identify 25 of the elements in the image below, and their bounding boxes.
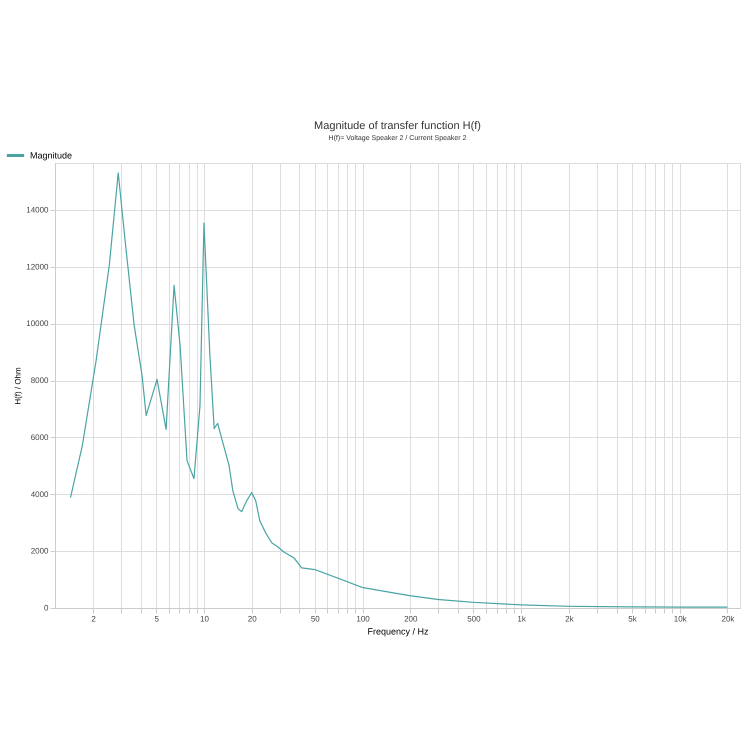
y-tick-label: 0 bbox=[44, 604, 50, 612]
y-tick-label: 6000 bbox=[30, 432, 50, 442]
x-tick-label: 1k bbox=[517, 614, 527, 624]
x-tick-label: 2k bbox=[565, 614, 575, 624]
y-tick-label: 8000 bbox=[30, 376, 50, 386]
legend-label: Magnitude bbox=[30, 150, 72, 160]
x-tick-label: 20 bbox=[248, 614, 258, 624]
x-tick-label: 10 bbox=[200, 614, 210, 624]
y-tick-label: 2000 bbox=[30, 546, 50, 556]
y-axis-title: H(f) / Ohm bbox=[13, 367, 22, 405]
x-axis-title: Frequency / Hz bbox=[367, 626, 430, 636]
x-tick-label: 100 bbox=[356, 614, 370, 624]
chart-title: Magnitude of transfer function H(f) bbox=[314, 120, 481, 132]
x-tick-label: 5 bbox=[154, 614, 160, 624]
y-tick-label: 4000 bbox=[30, 490, 50, 499]
x-tick-label: 200 bbox=[404, 614, 418, 624]
x-tick-label: 20k bbox=[721, 614, 736, 624]
x-tick-label: 500 bbox=[467, 614, 482, 624]
x-tick-label: 50 bbox=[310, 614, 320, 624]
y-tick-label: 10000 bbox=[26, 319, 50, 328]
y-tick-label: 12000 bbox=[26, 262, 50, 272]
y-tick-label: 14000 bbox=[26, 205, 50, 214]
x-tick-label: 5k bbox=[628, 614, 638, 624]
x-tick-label: 10k bbox=[674, 614, 688, 624]
x-tick-label: 2 bbox=[91, 614, 96, 624]
